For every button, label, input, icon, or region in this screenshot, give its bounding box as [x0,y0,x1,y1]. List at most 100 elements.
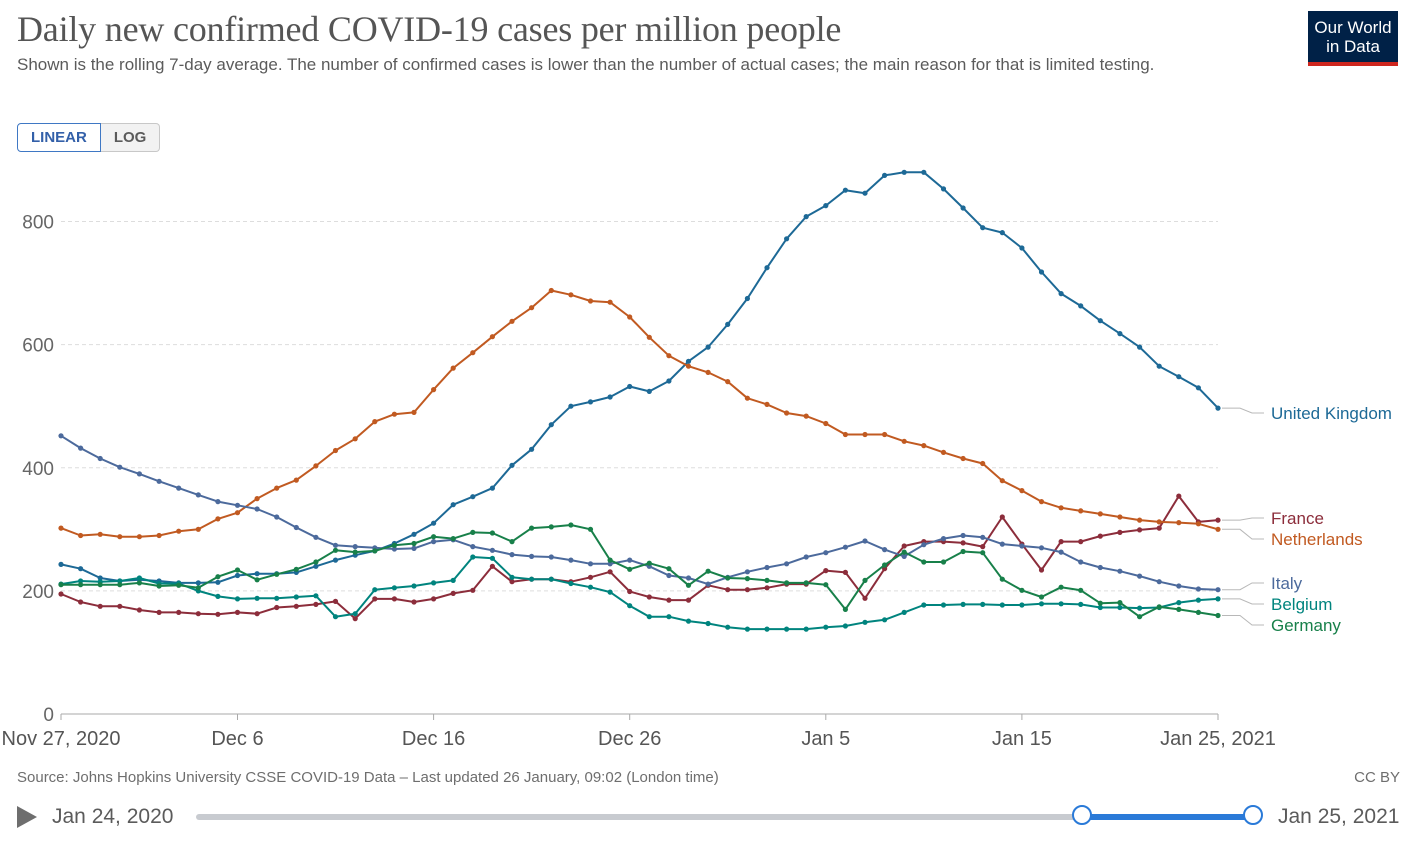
data-point[interactable] [509,539,515,545]
data-point[interactable] [666,572,672,579]
data-point[interactable] [803,554,809,560]
data-point[interactable] [901,543,907,549]
data-point[interactable] [234,502,241,508]
data-point[interactable] [940,186,947,192]
data-point[interactable] [803,214,809,220]
data-point[interactable] [548,554,554,560]
data-point[interactable] [764,401,770,407]
data-point[interactable] [411,409,417,415]
data-point[interactable] [666,597,672,603]
data-point[interactable] [882,547,888,553]
data-point[interactable] [960,455,966,462]
data-point[interactable] [1195,385,1201,391]
data-point[interactable] [176,528,182,534]
data-point[interactable] [529,553,535,559]
data-point[interactable] [862,619,868,625]
data-point[interactable] [1117,514,1123,520]
data-point[interactable] [1117,568,1123,574]
data-point[interactable] [568,403,574,409]
data-point[interactable] [1058,505,1064,511]
data-point[interactable] [882,172,888,178]
data-point[interactable] [78,445,84,451]
data-point[interactable] [1156,579,1162,585]
data-point[interactable] [431,520,437,526]
data-point[interactable] [1176,493,1182,499]
data-point[interactable] [901,438,907,444]
data-point[interactable] [921,169,927,175]
data-point[interactable] [960,601,966,607]
data-point[interactable] [901,169,907,175]
data-point[interactable] [705,344,711,350]
data-point[interactable] [274,514,280,520]
data-point[interactable] [921,542,927,548]
data-point[interactable] [744,569,751,575]
data-point[interactable] [372,548,378,554]
data-point[interactable] [509,462,515,468]
data-point[interactable] [725,624,731,630]
log-scale-button[interactable]: LOG [100,123,161,152]
data-point[interactable] [450,502,456,508]
data-point[interactable] [685,597,692,603]
data-point[interactable] [627,383,633,390]
data-point[interactable] [1137,614,1143,620]
data-point[interactable] [1097,511,1103,517]
data-point[interactable] [215,611,221,617]
data-point[interactable] [999,576,1005,582]
data-point[interactable] [901,553,907,559]
data-point[interactable] [352,544,358,550]
data-point[interactable] [156,532,162,539]
data-point[interactable] [1215,612,1221,619]
data-point[interactable] [1195,521,1201,527]
data-point[interactable] [1038,601,1045,607]
data-point[interactable] [1078,508,1084,514]
data-point[interactable] [411,583,417,589]
data-point[interactable] [58,582,64,588]
series-label[interactable]: Belgium [1271,595,1332,614]
data-point[interactable] [58,561,64,567]
data-point[interactable] [784,410,790,416]
data-point[interactable] [587,574,594,580]
data-point[interactable] [921,443,927,449]
data-point[interactable] [117,582,123,588]
data-point[interactable] [254,595,260,601]
data-point[interactable] [1215,405,1221,411]
data-point[interactable] [293,566,299,572]
data-point[interactable] [862,190,868,196]
data-point[interactable] [215,593,221,599]
data-point[interactable] [823,582,829,588]
data-point[interactable] [744,395,751,401]
data-point[interactable] [313,559,319,565]
data-point[interactable] [744,587,751,593]
data-point[interactable] [529,525,535,531]
data-point[interactable] [784,626,790,632]
data-point[interactable] [568,522,574,528]
data-point[interactable] [1137,605,1143,611]
data-point[interactable] [1215,526,1221,532]
data-point[interactable] [960,540,966,546]
data-point[interactable] [823,568,829,574]
data-point[interactable] [862,595,868,601]
data-point[interactable] [1117,331,1123,337]
data-point[interactable] [1117,529,1123,535]
data-point[interactable] [842,431,849,438]
series-label[interactable]: United Kingdom [1271,404,1392,423]
data-point[interactable] [117,603,123,609]
data-point[interactable] [587,561,594,567]
data-point[interactable] [1215,517,1221,523]
data-point[interactable] [803,413,809,419]
data-point[interactable] [1137,517,1143,523]
data-point[interactable] [882,617,888,623]
data-point[interactable] [1117,600,1123,606]
data-point[interactable] [372,587,378,593]
data-point[interactable] [823,420,829,427]
data-point[interactable] [136,607,142,613]
data-point[interactable] [470,554,476,560]
data-point[interactable] [136,575,142,581]
data-point[interactable] [980,534,986,540]
data-point[interactable] [470,544,476,550]
data-point[interactable] [685,618,692,624]
data-point[interactable] [352,616,358,622]
data-point[interactable] [431,539,437,545]
data-point[interactable] [117,534,123,540]
data-point[interactable] [960,532,966,539]
